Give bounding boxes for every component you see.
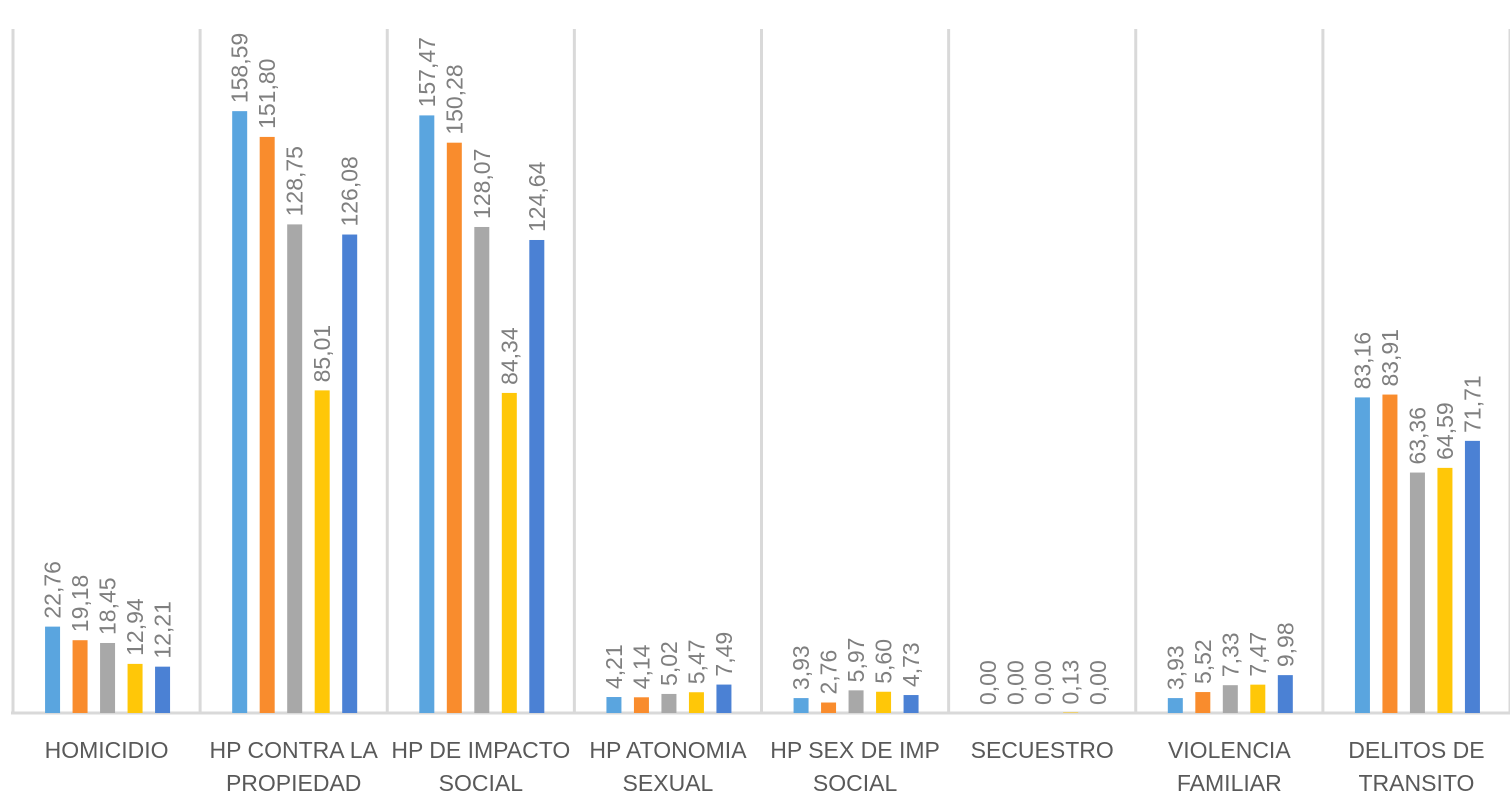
bar (1195, 692, 1211, 713)
data-label: 85,01 (309, 325, 335, 383)
bars (45, 111, 1480, 714)
data-label: 0,00 (1085, 660, 1111, 705)
bar (314, 390, 330, 713)
bar (259, 136, 275, 713)
bar (1277, 675, 1293, 713)
bar (342, 234, 358, 713)
data-label: 4,73 (898, 642, 924, 687)
bar (1464, 440, 1480, 713)
bar (529, 239, 545, 713)
data-label: 4,21 (601, 644, 627, 689)
category-label: HP ATONOMIA (589, 737, 747, 763)
data-label: 84,34 (496, 327, 522, 385)
data-label: 12,21 (150, 601, 176, 659)
category-label: HP SEX DE IMP (770, 737, 940, 763)
data-label: 71,71 (1459, 375, 1485, 433)
category-label: SEXUAL (623, 770, 714, 793)
data-label: 83,16 (1349, 332, 1375, 390)
bar (876, 691, 892, 713)
data-label: 5,47 (683, 639, 709, 684)
category-label: PROPIEDAD (226, 770, 361, 793)
data-label: 5,52 (1190, 639, 1216, 684)
data-label: 2,76 (816, 650, 842, 695)
bar (1222, 685, 1238, 713)
bar (287, 224, 303, 714)
data-label: 158,59 (227, 33, 253, 103)
bar (821, 702, 837, 713)
category-label: HOMICIDIO (45, 737, 169, 763)
category-labels: HOMICIDIO HP CONTRA LA PROPIEDAD HP DE IMPA… (45, 737, 1485, 793)
bar (474, 226, 490, 713)
data-label: 5,02 (656, 641, 682, 686)
bar (1382, 394, 1398, 713)
data-label: 151,80 (254, 59, 280, 129)
bar (501, 392, 517, 713)
data-label: 5,60 (871, 639, 897, 684)
data-label: 128,07 (469, 149, 495, 219)
data-label: 126,08 (337, 156, 363, 226)
data-label: 157,47 (414, 37, 440, 107)
data-label: 19,18 (67, 575, 93, 633)
category-label: SOCIAL (439, 770, 524, 793)
category-label: SECUESTRO (971, 737, 1114, 763)
bar (45, 626, 61, 713)
bar (661, 693, 677, 713)
bar (100, 642, 116, 713)
bar (903, 695, 919, 713)
bar (1437, 467, 1453, 713)
data-label: 5,97 (843, 638, 869, 683)
category-label: HP CONTRA LA (210, 737, 379, 763)
category-label: DELITOS DE (1348, 737, 1484, 763)
bar (1354, 397, 1370, 713)
data-label: 0,00 (1003, 660, 1029, 705)
data-label: 18,45 (95, 577, 121, 635)
category-label: HP DE IMPACTO (391, 737, 570, 763)
bar (1409, 472, 1425, 713)
bar (793, 698, 809, 713)
data-label: 22,76 (40, 561, 66, 619)
data-label: 9,98 (1272, 622, 1298, 667)
bar (232, 111, 248, 714)
bar (446, 142, 462, 714)
data-label: 0,13 (1058, 660, 1084, 705)
data-label: 83,91 (1377, 329, 1403, 387)
bar (716, 684, 732, 713)
bar (155, 666, 171, 713)
category-label: SOCIAL (813, 770, 898, 793)
data-label: 64,59 (1432, 402, 1458, 460)
bar (419, 115, 435, 713)
data-label: 128,75 (282, 146, 308, 216)
bar (1250, 684, 1266, 713)
data-label: 3,93 (788, 645, 814, 690)
bar (1167, 698, 1183, 713)
bar (688, 692, 704, 713)
bar (127, 663, 143, 713)
data-label: 4,14 (628, 644, 654, 689)
category-label: VIOLENCIA (1168, 737, 1291, 763)
bar (848, 690, 864, 713)
data-label: 3,93 (1162, 645, 1188, 690)
data-label: 0,00 (975, 660, 1001, 705)
category-label: TRANSITO (1359, 770, 1475, 793)
bar (633, 697, 649, 713)
bar (72, 640, 88, 713)
data-label: 7,49 (711, 632, 737, 677)
data-label: 150,28 (441, 64, 467, 134)
bar (606, 697, 622, 713)
category-label: FAMILIAR (1177, 770, 1282, 793)
data-label: 7,47 (1245, 632, 1271, 677)
data-label: 7,33 (1217, 632, 1243, 677)
data-label: 12,94 (122, 598, 148, 656)
data-label: 124,64 (524, 161, 550, 232)
data-label: 63,36 (1404, 407, 1430, 465)
data-label: 0,00 (1030, 660, 1056, 705)
